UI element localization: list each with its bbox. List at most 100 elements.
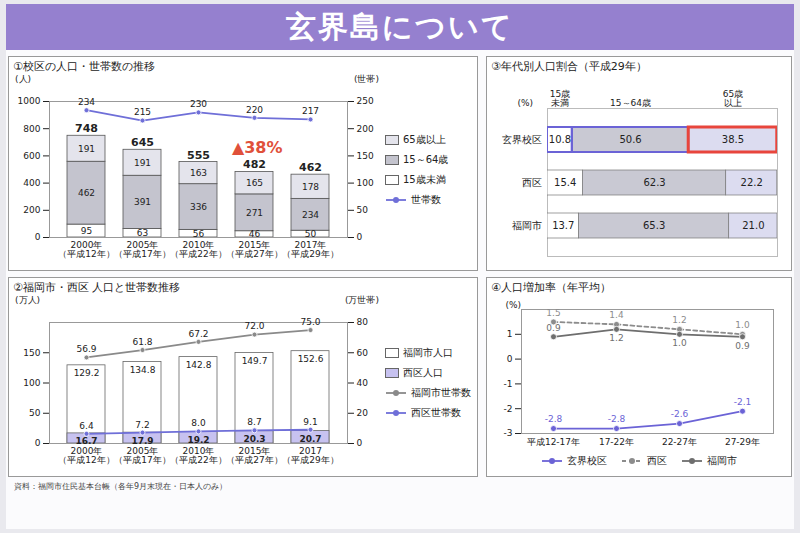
svg-text:65歳以上: 65歳以上	[723, 89, 743, 108]
svg-text:2000年（平成12年）: 2000年（平成12年）	[58, 446, 114, 465]
svg-text:2017（平成29年）: 2017（平成29年）	[282, 446, 338, 465]
svg-text:178: 178	[302, 182, 319, 192]
svg-text:0: 0	[357, 438, 363, 448]
svg-text:80: 80	[357, 317, 369, 327]
svg-text:-2.8: -2.8	[608, 414, 626, 424]
svg-text:西区: 西区	[522, 177, 542, 188]
svg-text:38.5: 38.5	[722, 134, 744, 145]
svg-text:60: 60	[357, 348, 369, 358]
svg-text:163: 163	[190, 168, 207, 178]
svg-text:13.7: 13.7	[552, 220, 574, 231]
svg-text:200: 200	[23, 205, 40, 215]
svg-text:-2.1: -2.1	[734, 397, 752, 407]
svg-text:20.3: 20.3	[243, 434, 265, 444]
svg-text:21.0: 21.0	[742, 220, 764, 231]
svg-text:462: 462	[78, 188, 95, 198]
svg-text:17-22年: 17-22年	[599, 437, 634, 447]
svg-text:2015年（平成27年）: 2015年（平成27年）	[226, 240, 282, 259]
svg-text:2005年（平成17年）: 2005年（平成17年）	[114, 446, 170, 465]
svg-text:22.2: 22.2	[741, 177, 763, 188]
svg-text:2010年（平成22年）: 2010年（平成22年）	[170, 240, 226, 259]
svg-text:1.2: 1.2	[609, 333, 623, 343]
svg-text:152.6: 152.6	[298, 354, 324, 364]
svg-text:336: 336	[190, 202, 207, 212]
svg-text:15.4: 15.4	[554, 177, 576, 188]
svg-text:0: 0	[357, 232, 363, 242]
svg-text:234: 234	[78, 97, 95, 107]
svg-text:(%): (%)	[518, 98, 534, 108]
svg-text:95: 95	[81, 226, 92, 236]
svg-text:-2.8: -2.8	[545, 414, 563, 424]
svg-text:462: 462	[299, 161, 322, 174]
svg-text:482: 482	[243, 158, 266, 171]
svg-text:61.8: 61.8	[132, 337, 152, 347]
svg-text:1.0: 1.0	[672, 338, 687, 348]
svg-text:75.0: 75.0	[300, 317, 320, 327]
svg-text:27-29年: 27-29年	[725, 437, 760, 447]
svg-text:-2: -2	[504, 404, 513, 414]
svg-text:1000: 1000	[18, 96, 41, 106]
svg-text:230: 230	[190, 99, 207, 109]
svg-text:391: 391	[134, 197, 151, 207]
svg-text:(%): (%)	[506, 300, 522, 310]
svg-text:0: 0	[35, 438, 41, 448]
svg-text:玄界校区: 玄界校区	[502, 134, 542, 145]
svg-text:800: 800	[23, 124, 40, 134]
svg-text:-2.6: -2.6	[671, 409, 689, 419]
svg-text:165: 165	[246, 178, 263, 188]
svg-text:271: 271	[246, 208, 263, 218]
svg-text:50.6: 50.6	[619, 134, 641, 145]
svg-text:100: 100	[23, 378, 40, 388]
svg-text:▲38%: ▲38%	[232, 138, 283, 157]
svg-text:平成12-17年: 平成12-17年	[527, 437, 580, 447]
svg-text:62.3: 62.3	[643, 177, 665, 188]
svg-text:67.2: 67.2	[188, 329, 208, 339]
svg-text:150: 150	[23, 348, 40, 358]
svg-text:50: 50	[305, 229, 317, 239]
svg-text:1.2: 1.2	[672, 315, 686, 325]
svg-text:150: 150	[357, 151, 374, 161]
svg-text:2015年（平成27年）: 2015年（平成27年）	[226, 446, 282, 465]
svg-text:72.0: 72.0	[244, 321, 264, 331]
svg-text:250: 250	[357, 96, 374, 106]
svg-text:142.8: 142.8	[186, 360, 212, 370]
svg-text:16.7: 16.7	[75, 436, 97, 446]
svg-text:555: 555	[187, 149, 210, 162]
svg-text:1.0: 1.0	[735, 320, 750, 330]
svg-text:129.2: 129.2	[74, 368, 100, 378]
svg-text:-3: -3	[504, 428, 513, 438]
svg-text:2000年（平成12年）: 2000年（平成12年）	[58, 240, 114, 259]
svg-text:7.2: 7.2	[135, 419, 149, 429]
svg-text:-1: -1	[504, 379, 513, 389]
svg-text:8.7: 8.7	[247, 417, 261, 427]
svg-text:600: 600	[23, 151, 40, 161]
svg-text:134.8: 134.8	[130, 365, 156, 375]
svg-text:215: 215	[134, 107, 151, 117]
svg-text:40: 40	[357, 378, 369, 388]
svg-text:20: 20	[357, 408, 369, 418]
svg-text:220: 220	[246, 105, 263, 115]
svg-text:1.5: 1.5	[546, 308, 560, 318]
svg-text:56.9: 56.9	[76, 344, 96, 354]
svg-text:1: 1	[507, 329, 513, 339]
svg-text:2010年（平成22年）: 2010年（平成22年）	[170, 446, 226, 465]
svg-text:191: 191	[78, 144, 95, 154]
svg-text:8.0: 8.0	[191, 418, 206, 428]
svg-text:63: 63	[137, 228, 148, 238]
svg-text:50: 50	[29, 408, 41, 418]
svg-text:0.9: 0.9	[546, 323, 561, 333]
svg-text:748: 748	[75, 122, 98, 135]
svg-text:0: 0	[35, 232, 41, 242]
svg-text:645: 645	[131, 136, 154, 149]
svg-text:2017年（平成29年）: 2017年（平成29年）	[282, 240, 338, 259]
svg-text:17.9: 17.9	[131, 436, 153, 446]
svg-text:217: 217	[302, 106, 319, 116]
svg-text:191: 191	[134, 158, 151, 168]
svg-text:22-27年: 22-27年	[662, 437, 697, 447]
svg-text:9.1: 9.1	[303, 417, 317, 427]
svg-text:6.4: 6.4	[79, 421, 94, 431]
svg-text:56: 56	[193, 229, 205, 239]
svg-text:福岡市: 福岡市	[512, 220, 542, 231]
svg-text:1.4: 1.4	[609, 310, 624, 320]
svg-text:19.2: 19.2	[187, 435, 209, 445]
